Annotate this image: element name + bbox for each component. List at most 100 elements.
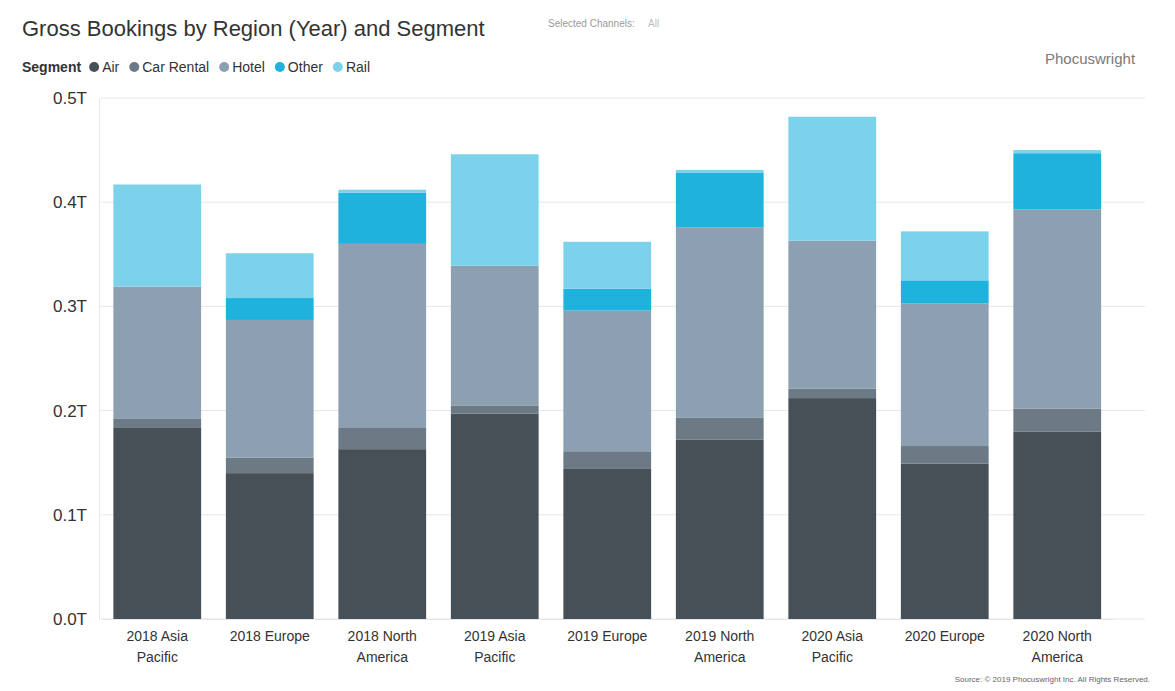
bar (451, 266, 539, 406)
axis-line (99, 99, 100, 620)
x-tick-label-line: 2018 North (348, 628, 417, 644)
x-tick-label-line: America (357, 649, 409, 665)
bar (113, 419, 201, 427)
legend: SegmentAirCar RentalHotelOtherRail (22, 59, 370, 75)
legend-swatch (89, 62, 99, 72)
bar (226, 298, 314, 320)
bar (563, 451, 651, 469)
x-tick: 2020 Europe (905, 619, 985, 644)
bar (563, 289, 651, 311)
bar (113, 427, 201, 619)
bar (451, 405, 539, 413)
bar (226, 320, 314, 458)
y-tick-label: 0.2T (53, 402, 87, 421)
x-tick-label-line: Pacific (812, 649, 853, 665)
filter-label: Selected Channels: (548, 18, 635, 29)
legend-item: Rail (333, 59, 370, 75)
bar (451, 154, 539, 265)
x-tick-label-line: 2020 Europe (905, 628, 985, 644)
legend-item: Car Rental (129, 59, 209, 75)
bar (676, 170, 764, 173)
title: Gross Bookings by Region (Year) and Segm… (22, 16, 485, 41)
axis-line (102, 619, 1115, 620)
legend-item: Other (275, 59, 323, 75)
bar (451, 414, 539, 619)
x-tick-label-line: 2020 Asia (802, 628, 864, 644)
bar (338, 427, 426, 449)
chart: Gross Bookings by Region (Year) and Segm… (0, 0, 1175, 691)
bar (1013, 150, 1101, 153)
x-tick-label-line: 2019 Asia (464, 628, 526, 644)
x-tick-label-line: 2019 Europe (567, 628, 647, 644)
legend-swatch (219, 62, 229, 72)
series (113, 209, 1101, 457)
bar (676, 173, 764, 227)
bars (113, 117, 1101, 619)
legend-item: Hotel (219, 59, 265, 75)
y-tick: 0.0T (53, 610, 99, 629)
legend-label: Hotel (232, 59, 265, 75)
y-tick-label: 0.5T (53, 89, 87, 108)
grid-line (101, 202, 1145, 203)
x-tick-label-line: 2019 North (685, 628, 754, 644)
bar (1013, 153, 1101, 209)
x-tick-label-line: America (1032, 649, 1084, 665)
y-tick-label: 0.3T (53, 297, 87, 316)
x-tick-label: 2020 Asia Pacific (802, 628, 864, 664)
legend-label: Air (102, 59, 119, 75)
grid (101, 98, 1145, 619)
x-tick-label-line: Pacific (474, 649, 515, 665)
x-tick-label-line: Pacific (137, 649, 178, 665)
bar (901, 231, 989, 280)
bar (901, 464, 989, 619)
grid-line (101, 98, 1145, 99)
x-tick: 2020 Asia Pacific (802, 619, 864, 665)
bar (676, 227, 764, 418)
legend-swatch (333, 62, 343, 72)
bar (113, 184, 201, 286)
x-axis: 2018 AsiaPacific 2018 Europe 2018 North Ame… (102, 619, 1115, 665)
x-tick-label: 2018 AsiaPacific (127, 628, 189, 664)
bar (338, 244, 426, 427)
bar (338, 449, 426, 619)
x-tick: 2018 North America (348, 619, 417, 665)
series (113, 117, 1101, 298)
bar (1013, 409, 1101, 432)
bar (901, 303, 989, 446)
filter-value: All (648, 18, 659, 29)
y-tick: 0.2T (53, 402, 99, 421)
bar (1013, 209, 1101, 408)
y-tick: 0.1T (53, 506, 99, 525)
source: Source: © 2019 Phocuswright Inc. All Rig… (955, 675, 1150, 684)
x-tick-label-line: 2020 North (1023, 628, 1092, 644)
x-tick-label: 2019 NorthAmerica (685, 628, 754, 664)
bar (901, 280, 989, 303)
y-tick: 0.3T (53, 297, 99, 316)
y-tick: 0.5T (53, 89, 99, 108)
x-tick: 2019 NorthAmerica (685, 619, 754, 665)
legend-swatch (129, 62, 139, 72)
bar (788, 241, 876, 389)
bar (338, 190, 426, 193)
y-tick-label: 0.0T (53, 610, 87, 629)
brand: Phocuswright (1045, 50, 1136, 67)
x-tick-label: 2018 North America (348, 628, 417, 664)
bar (676, 418, 764, 440)
bar (113, 287, 201, 419)
bar (788, 117, 876, 241)
y-tick: 0.4T (53, 193, 99, 212)
bar (563, 242, 651, 289)
legend-label: Rail (346, 59, 370, 75)
bar (338, 193, 426, 244)
x-tick-label: 2019 Asia Pacific (464, 628, 526, 664)
legend-item: Air (89, 59, 119, 75)
y-tick-label: 0.4T (53, 193, 87, 212)
bar (226, 253, 314, 298)
x-tick-label: 2018 Europe (230, 628, 310, 644)
bar (563, 311, 651, 452)
bar (226, 473, 314, 619)
legend-swatch (275, 62, 285, 72)
series (226, 153, 1101, 320)
y-tick-label: 0.1T (53, 506, 87, 525)
x-tick-label: 2020 Europe (905, 628, 985, 644)
